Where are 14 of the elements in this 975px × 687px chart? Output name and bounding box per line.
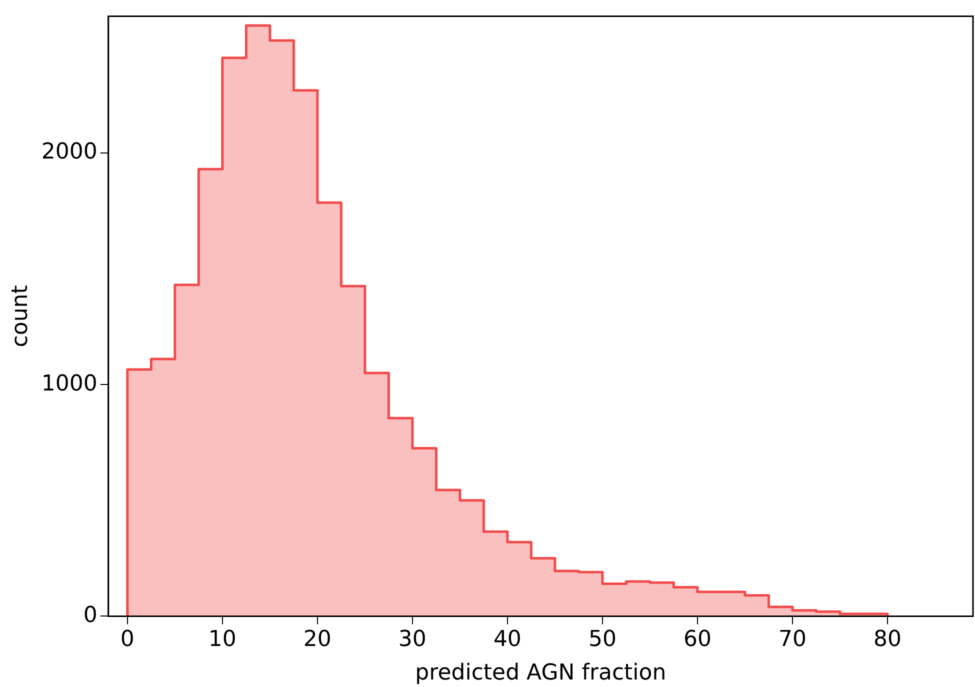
x-tick-label: 80 — [873, 627, 902, 652]
y-tick-label: 1000 — [41, 371, 98, 396]
x-tick-label: 50 — [588, 627, 616, 652]
x-tick-label: 10 — [208, 627, 236, 652]
x-tick-label: 70 — [778, 627, 806, 652]
x-tick-label: 60 — [683, 627, 712, 652]
y-axis-title: count — [8, 284, 33, 348]
x-axis-title: predicted AGN fraction — [415, 660, 666, 686]
x-tick-label: 40 — [493, 627, 522, 652]
y-tick-label: 0 — [83, 602, 98, 628]
y-tick-label: 2000 — [41, 140, 98, 165]
x-tick-label: 20 — [303, 627, 332, 652]
x-tick-label: 0 — [120, 627, 134, 652]
x-tick-label: 30 — [398, 627, 426, 652]
